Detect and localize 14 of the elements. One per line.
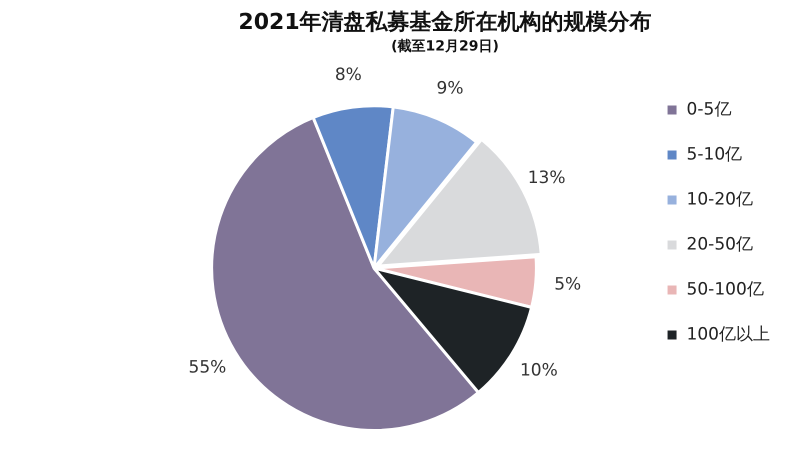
- data-label: 9%: [436, 78, 464, 99]
- legend-label: 100亿以上: [686, 324, 770, 344]
- legend-label: 5-10亿: [686, 144, 742, 164]
- data-label: 10%: [520, 360, 558, 381]
- legend-label: 0-5亿: [686, 99, 732, 120]
- chart-title: 2021年清盘私募基金所在机构的规模分布: [238, 10, 652, 35]
- data-label: 8%: [334, 64, 362, 85]
- data-label: 55%: [188, 358, 226, 378]
- legend-label: 10-20亿: [686, 189, 753, 210]
- data-label: 5%: [554, 274, 582, 294]
- legend-label: 20-50亿: [686, 234, 753, 254]
- data-label: 13%: [528, 168, 566, 188]
- chart-subtitle: (截至12月29日): [391, 38, 499, 54]
- legend-label: 50-100亿: [686, 279, 764, 300]
